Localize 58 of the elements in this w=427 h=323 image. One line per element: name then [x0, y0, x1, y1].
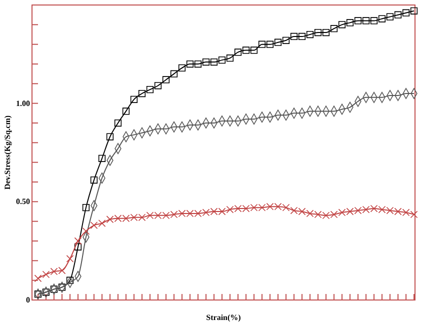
point [82, 204, 90, 212]
point [314, 28, 322, 36]
point [138, 90, 146, 98]
point [250, 46, 258, 54]
point [218, 56, 226, 64]
point [282, 36, 290, 44]
point [74, 237, 82, 245]
point [74, 243, 82, 250]
point [402, 9, 410, 16]
point [106, 133, 114, 140]
point [122, 108, 130, 115]
point [42, 270, 50, 278]
point [330, 25, 338, 32]
point [154, 82, 162, 90]
point [82, 227, 90, 235]
point [290, 32, 298, 40]
point [130, 96, 138, 103]
point [170, 70, 178, 78]
point [322, 28, 330, 36]
point [58, 284, 66, 291]
point [362, 17, 370, 24]
point [346, 19, 354, 26]
point [386, 13, 394, 20]
point [234, 48, 242, 56]
point [226, 54, 234, 62]
point [50, 286, 58, 293]
point [66, 255, 74, 262]
point [178, 64, 186, 72]
point [146, 86, 154, 94]
y-tick-label: 1.00 [16, 98, 30, 108]
point [242, 46, 250, 54]
point [370, 17, 378, 24]
point [186, 60, 194, 68]
point [34, 290, 42, 298]
x-axis-title: Strain(%) [206, 313, 242, 322]
point [258, 40, 266, 48]
point [298, 32, 306, 40]
point [410, 7, 418, 14]
point [34, 274, 42, 282]
point [354, 17, 362, 24]
point [210, 58, 218, 66]
point [338, 21, 346, 28]
point [378, 15, 386, 22]
point [66, 276, 74, 284]
point [114, 119, 122, 127]
point [194, 60, 202, 68]
y-tick-label: 0.50 [16, 197, 30, 206]
y-axis-title: Dev.Stress(Kg/Sq.cm) [3, 115, 12, 190]
point [162, 76, 170, 84]
y-tick-label: 0 [26, 296, 30, 305]
point [98, 154, 106, 162]
point [90, 176, 98, 184]
point [42, 288, 50, 296]
point [266, 40, 274, 48]
point [394, 11, 402, 18]
point [202, 58, 210, 66]
point [274, 38, 282, 46]
point [306, 30, 314, 38]
